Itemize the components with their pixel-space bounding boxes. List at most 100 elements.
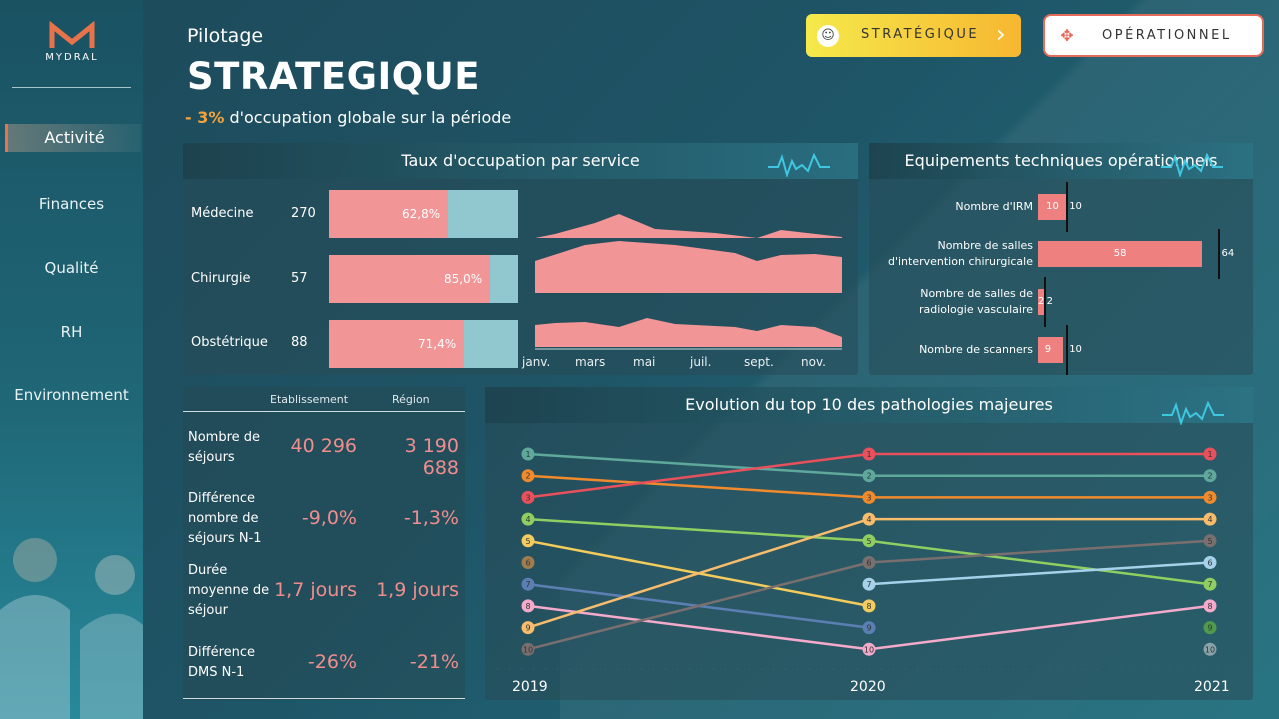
kpi-value-region: 1,9 jours	[376, 579, 459, 601]
series-line-segment	[527, 452, 870, 499]
occupancy-rate-label: 62,8%	[402, 207, 441, 221]
equipment-target-value: 64	[1221, 248, 1235, 259]
month-label: janv.	[522, 355, 551, 369]
rank-label: 8	[525, 602, 530, 611]
occupancy-delta: - 3%	[185, 108, 225, 127]
kpi-value-establishment: -26%	[307, 651, 357, 673]
equipment-value: 58	[1113, 248, 1127, 259]
rank-label: 6	[525, 559, 530, 568]
occupancy-trend-sparklines[interactable]	[535, 203, 842, 353]
occupancy-panel: Taux d'occupation par service Médecine 2…	[183, 143, 858, 375]
rank-point	[1203, 490, 1217, 504]
rank-label: 5	[525, 537, 530, 546]
series-line-segment	[868, 561, 1211, 586]
kpi-label: Durée moyenne de séjour	[188, 563, 270, 618]
kpi-value-region: -1,3%	[403, 507, 459, 529]
page-subtitle: Pilotage	[187, 25, 264, 47]
rank-label: 10	[523, 645, 533, 654]
rank-point	[862, 490, 876, 504]
rank-point	[521, 512, 535, 526]
equipment-target-marker	[1218, 229, 1221, 279]
kpi-value-region: 3 190 688	[404, 435, 459, 479]
nav-item-activite[interactable]: Activité	[5, 124, 141, 152]
series-line-segment	[527, 604, 870, 651]
occupancy-bar-fill	[329, 255, 490, 303]
occupancy-bar[interactable]: 62,8%	[329, 190, 518, 238]
rank-label: 1	[1207, 450, 1212, 459]
occupancy-rate-label: 71,4%	[418, 337, 457, 351]
equipment-label-line: Nombre de salles de	[920, 287, 1033, 300]
strategic-view-label: STRATÉGIQUE	[861, 27, 980, 42]
sidebar: MYDRAL Activité Finances Qualité RH Envi…	[0, 0, 143, 719]
rank-label: 3	[866, 493, 871, 502]
nav-item-environnement[interactable]: Environnement	[14, 386, 129, 404]
rank-label: 10	[864, 645, 874, 654]
kpi-value-establishment: 40 296	[290, 435, 357, 457]
equipment-bar[interactable]	[1038, 194, 1067, 220]
occupancy-summary: - 3% d'occupation globale sur la période	[185, 108, 511, 127]
network-icon: ✥	[1060, 26, 1074, 45]
service-count: 57	[291, 271, 308, 286]
rank-point	[862, 621, 876, 635]
occupancy-bar[interactable]: 85,0%	[329, 255, 518, 303]
occupancy-panel-title: Taux d'occupation par service	[183, 143, 858, 179]
rank-label: 7	[1207, 580, 1212, 589]
brand-logo[interactable]: MYDRAL	[38, 18, 106, 64]
rank-point	[862, 512, 876, 526]
kpi-value-establishment: -9,0%	[301, 507, 357, 529]
pathologies-bump-chart[interactable]: 1 2 2 2 3 3 3 1 1 4 5 7 5 8 6 7 9 8 10 8 9 4 4 10 6 5 7 6 9 10	[485, 387, 1253, 700]
month-label: sept.	[744, 355, 774, 369]
equipment-label: Nombre de salles d'intervention chirurgic…	[873, 238, 1033, 270]
service-name: Obstétrique	[191, 335, 268, 350]
equipment-label-line: Nombre d'IRM	[955, 200, 1033, 213]
sidebar-divider	[12, 87, 131, 88]
series-line-segment	[527, 474, 870, 499]
service-count: 88	[291, 335, 308, 350]
rank-point	[521, 577, 535, 591]
x-axis-label: 2019	[512, 679, 548, 695]
table-divider	[183, 698, 465, 699]
rank-point	[862, 469, 876, 483]
heartbeat-icon	[768, 153, 830, 177]
equipment-target-marker	[1066, 325, 1069, 375]
rank-point	[521, 642, 535, 656]
occupancy-rate-label: 85,0%	[444, 272, 483, 286]
equipment-panel: Equipements techniques opérationnels Nom…	[869, 143, 1253, 375]
equipment-target-value: 10	[1069, 201, 1082, 212]
month-label: nov.	[801, 355, 826, 369]
rank-label: 2	[525, 472, 530, 481]
equipment-bar[interactable]	[1038, 241, 1202, 267]
equipment-value: 9	[1044, 344, 1052, 355]
equipment-target-marker	[1066, 182, 1069, 232]
kpi-label: Différence DMS N-1	[188, 645, 256, 680]
rank-label: 2	[1207, 472, 1212, 481]
nav-item-rh[interactable]: RH	[60, 323, 83, 341]
rank-point	[1203, 512, 1217, 526]
kpi-label: Différence nombre de séjours N-1	[188, 491, 262, 546]
trend-area-medecine	[535, 214, 842, 238]
strategic-view-button[interactable]: ☺ STRATÉGIQUE ›	[806, 14, 1021, 57]
rank-label: 9	[1207, 624, 1212, 633]
equipment-label-line: Nombre de scanners	[919, 343, 1033, 356]
rank-label: 6	[866, 559, 871, 568]
equipment-bar[interactable]	[1038, 337, 1064, 363]
month-label: mars	[575, 355, 606, 369]
equipment-bar[interactable]	[1038, 289, 1044, 315]
service-name: Chirurgie	[191, 271, 251, 286]
operational-view-button[interactable]: ✥ OPÉRATIONNEL	[1043, 14, 1264, 57]
rank-point	[1203, 447, 1217, 461]
series-line-segment	[527, 517, 870, 543]
rank-point	[521, 599, 535, 613]
rank-point	[862, 556, 876, 569]
rank-point	[1203, 642, 1217, 656]
occupancy-bar[interactable]: 71,4%	[329, 320, 518, 368]
kpi-value-establishment: 1,7 jours	[274, 579, 357, 601]
nav-item-qualite[interactable]: Qualité	[44, 259, 99, 277]
rank-point	[1203, 621, 1217, 635]
rank-label: 5	[1207, 537, 1212, 546]
brand-name: MYDRAL	[45, 52, 99, 63]
rank-point	[862, 447, 876, 461]
nav-item-finances[interactable]: Finances	[38, 195, 105, 213]
equipment-target-value: 10	[1069, 344, 1082, 355]
month-label: juil.	[690, 355, 712, 369]
